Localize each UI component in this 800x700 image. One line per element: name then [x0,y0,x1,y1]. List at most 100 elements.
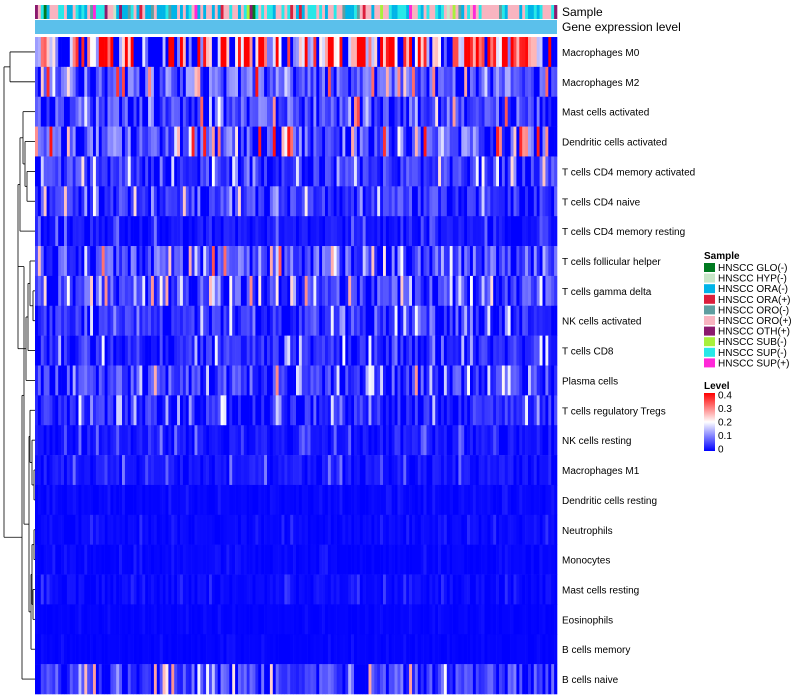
heatmap-cell [394,634,398,665]
heatmap-cell [414,275,419,307]
heatmap-cell [35,574,39,605]
heatmap-cell [298,395,303,426]
heatmap-cell [362,186,366,217]
heatmap-cell [284,574,288,605]
heatmap-cell [435,365,439,396]
heatmap-cell [75,246,79,277]
heatmap-cell [403,216,407,247]
heatmap-cell [95,275,100,307]
heatmap-cell [356,425,361,456]
heatmap-cell [319,186,323,217]
heatmap-cell [313,425,317,456]
heatmap-cell [342,365,346,396]
heatmap-cell [43,634,47,665]
heatmap-cell [113,514,117,545]
heatmap-cell [368,216,372,247]
heatmap-cell [417,634,421,665]
heatmap-cell [37,186,42,217]
heatmap-cell [313,156,317,187]
heatmap-cell [188,544,192,575]
heatmap-cell [142,156,146,187]
heatmap-cell [548,96,552,127]
heatmap-cell [235,604,239,635]
heatmap-cell [185,544,189,575]
sample-annotation-cell [339,5,343,19]
heatmap-cell [417,425,421,456]
heatmap-cell [211,186,216,217]
heatmap-cell [414,216,419,247]
heatmap-cell [496,156,500,187]
heatmap-cell [345,305,349,336]
heatmap-cell [287,156,291,187]
heatmap-cell [339,335,343,366]
heatmap-cell [142,275,146,307]
heatmap-cell [313,604,317,635]
heatmap-cell [504,634,508,665]
heatmap-cell [130,484,134,516]
heatmap-cell [475,544,479,575]
heatmap-cell [249,216,253,247]
heatmap-cell [443,126,448,157]
heatmap-cell [359,604,363,635]
heatmap-cell [412,305,416,336]
heatmap-cell [200,664,204,695]
heatmap-cell [69,96,73,127]
heatmap-cell [229,365,233,396]
heatmap-cell [316,216,320,247]
heatmap-cell [554,156,558,187]
heatmap-cell [327,275,332,307]
heatmap-cell [159,395,163,426]
heatmap-cell [298,664,303,695]
heatmap-cell [243,305,247,336]
heatmap-cell [333,664,337,695]
heatmap-cell [536,634,540,665]
sample-annotation-cell [458,5,462,19]
heatmap-cell [365,335,369,366]
heatmap-cell [455,574,459,605]
heatmap-cell [351,395,355,426]
heatmap-cell [69,425,73,456]
heatmap-cell [342,544,346,575]
heatmap-cell [385,365,390,396]
heatmap-cell [423,544,427,575]
heatmap-cell [246,425,250,456]
heatmap-cell [301,544,305,575]
heatmap-cell [522,186,526,217]
heatmap-cell [264,365,268,396]
heatmap-cell [533,216,537,247]
heatmap-cell [513,96,517,127]
heatmap-cell [110,335,114,366]
heatmap-cell [72,484,76,516]
heatmap-cell [388,425,392,456]
heatmap-cell [339,66,343,98]
heatmap-cell [409,275,413,307]
heatmap-cell [400,365,404,396]
heatmap-cell [472,365,477,396]
heatmap-cell [197,186,201,217]
heatmap-cell [153,216,158,247]
heatmap-cell [168,37,172,68]
heatmap-cell [206,604,210,635]
heatmap-cell [513,604,517,635]
heatmap-cell [484,664,488,695]
heatmap-cell [423,425,427,456]
sample-legend-swatch [704,263,715,272]
heatmap-cell [148,96,152,127]
heatmap-cell [330,634,334,665]
heatmap-cell [95,126,100,157]
heatmap-cell [481,574,485,605]
heatmap-cell [510,574,514,605]
heatmap-cell [325,335,329,366]
heatmap-cell [504,37,508,68]
sample-annotation-cell [530,5,535,19]
heatmap-cell [122,574,126,605]
heatmap-cell [95,604,100,635]
heatmap-cell [220,37,224,68]
heatmap-cell [177,37,181,68]
heatmap-cell [66,216,71,247]
heatmap-cell [159,126,163,157]
heatmap-cell [322,246,326,277]
heatmap-cell [200,66,204,98]
heatmap-cell [504,425,508,456]
sample-annotation-cell [504,5,508,19]
